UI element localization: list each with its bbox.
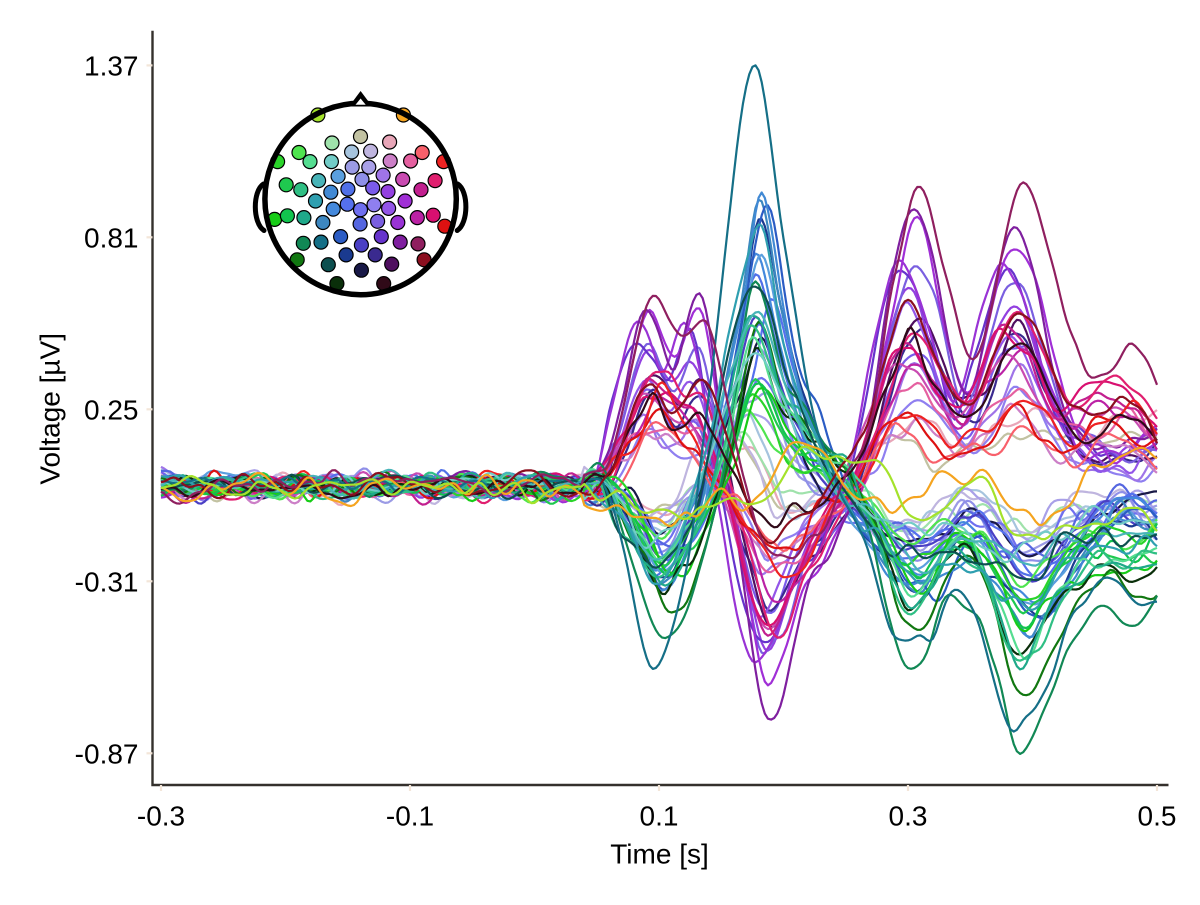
svg-text:-0.1: -0.1 [386,801,434,832]
svg-text:Time [s]: Time [s] [610,838,709,869]
svg-text:0.1: 0.1 [640,801,679,832]
svg-text:-0.87: -0.87 [75,739,139,770]
svg-text:0.81: 0.81 [84,223,139,254]
svg-text:1.37: 1.37 [84,51,139,82]
svg-text:0.3: 0.3 [889,801,928,832]
svg-text:Voltage [µV]: Voltage [µV] [35,333,66,485]
svg-text:0.5: 0.5 [1138,801,1177,832]
svg-text:-0.3: -0.3 [137,801,185,832]
svg-text:-0.31: -0.31 [75,567,139,598]
svg-text:0.25: 0.25 [84,395,139,426]
